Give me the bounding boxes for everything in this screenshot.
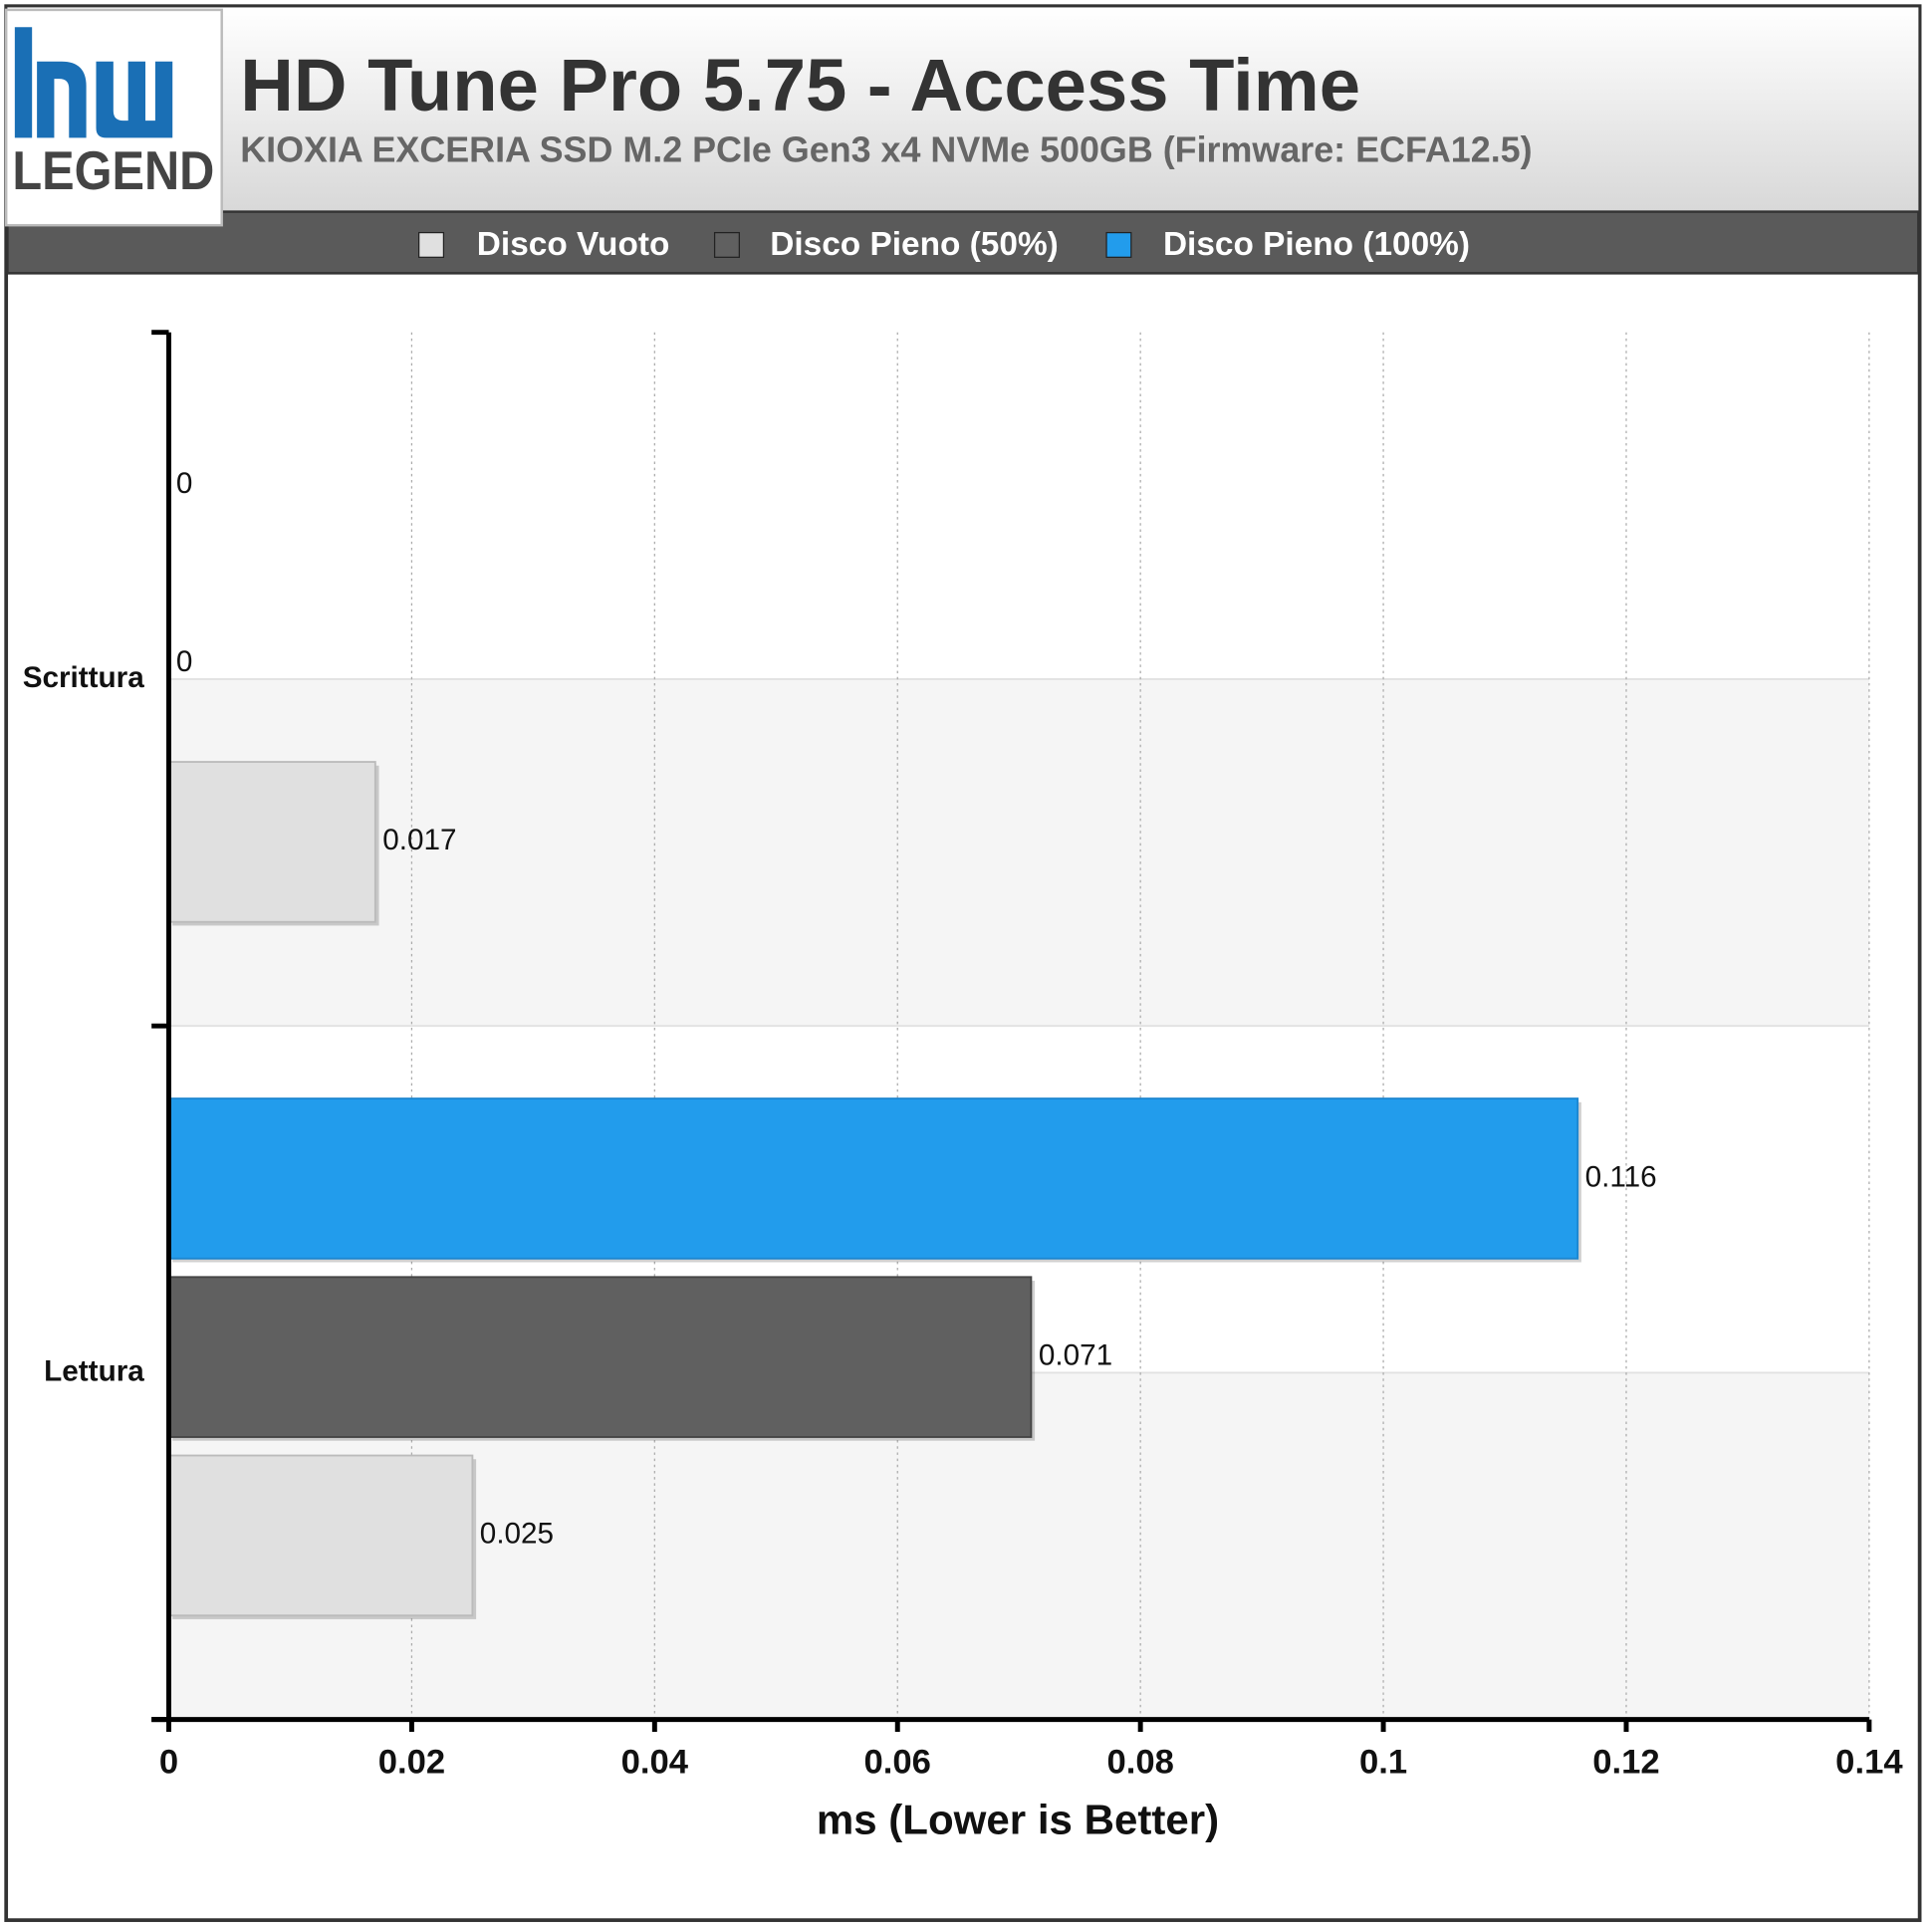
- band-bg: [168, 332, 1869, 679]
- legend-swatch: [418, 231, 445, 258]
- legend-label: Disco Pieno (50%): [770, 226, 1058, 263]
- chart-title: HD Tune Pro 5.75 - Access Time: [240, 44, 1360, 126]
- legend-label: Disco Vuoto: [477, 226, 670, 263]
- bar: [167, 761, 376, 923]
- x-axis-label: ms (Lower is Better): [817, 1797, 1219, 1843]
- logo-mark: [14, 27, 173, 138]
- x-tick-label: 0.04: [621, 1743, 689, 1781]
- bar: [167, 1276, 1033, 1438]
- legend-bar: [6, 210, 1920, 275]
- x-tick-label: 0.08: [1106, 1743, 1173, 1781]
- logo-text: LEGEND: [12, 140, 214, 201]
- bar: [167, 1097, 1579, 1260]
- chart-subtitle: KIOXIA EXCERIA SSD M.2 PCIe Gen3 x4 NVMe…: [240, 130, 1532, 170]
- x-tick-label: 0.1: [1359, 1743, 1407, 1781]
- value-label: 0.116: [1585, 1160, 1657, 1193]
- x-tick-label: 0.14: [1835, 1743, 1903, 1781]
- logo: LEGEND: [4, 8, 223, 227]
- value-label: 0: [176, 645, 193, 678]
- x-tick-label: 0.12: [1592, 1743, 1659, 1781]
- band-bg: [168, 678, 1869, 1027]
- category-label: Lettura: [44, 1354, 144, 1387]
- legend-label: Disco Pieno (100%): [1163, 226, 1470, 263]
- value-label: 0.071: [1039, 1339, 1112, 1372]
- category-label: Scrittura: [23, 661, 145, 694]
- value-label: 0.017: [382, 824, 456, 856]
- legend-swatch: [1105, 231, 1132, 258]
- bar: [167, 1454, 474, 1617]
- legend-swatch: [713, 231, 740, 258]
- x-tick-label: 0.06: [864, 1743, 931, 1781]
- value-label: 0.025: [480, 1518, 554, 1551]
- x-tick-label: 0: [159, 1743, 178, 1781]
- header: [7, 7, 1919, 212]
- x-tick-label: 0.02: [378, 1743, 445, 1781]
- value-label: 0: [176, 467, 193, 500]
